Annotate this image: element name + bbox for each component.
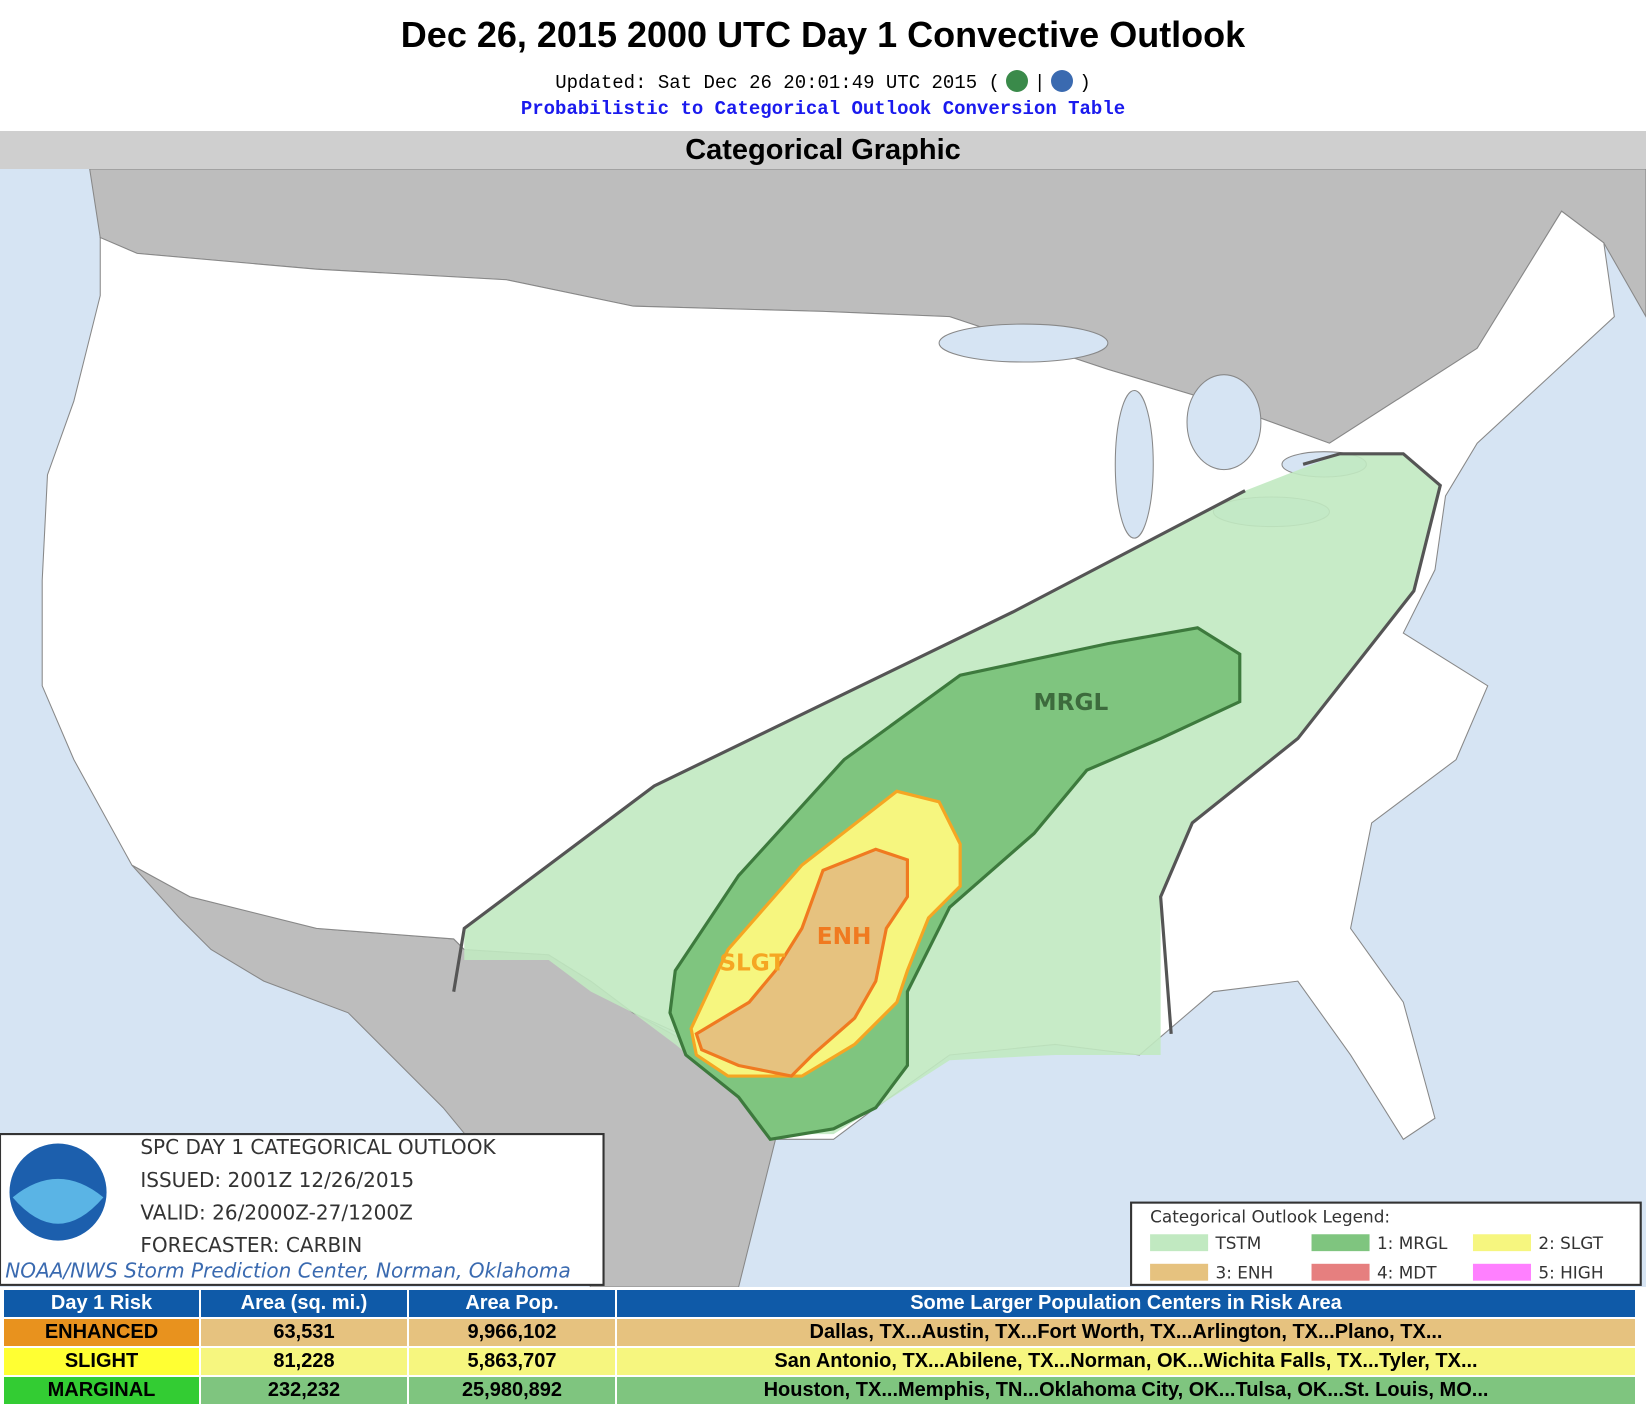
info-line: SPC DAY 1 CATEGORICAL OUTLOOK [140, 1135, 496, 1159]
table-row: SLIGHT 81,228 5,863,707 San Antonio, TX...A… [2, 1346, 1637, 1377]
table-cell: 5,863,707 [407, 1346, 617, 1377]
paren: ( [988, 72, 1000, 94]
table-cell: ENHANCED [2, 1317, 201, 1348]
table-cell: MARGINAL [2, 1375, 201, 1406]
legend-swatch [1311, 1263, 1370, 1281]
map: MRGL SLGT ENH SPC DAY 1 CATEGORICAL OUTL… [0, 169, 1646, 1287]
table-cell: Houston, TX...Memphis, TN...Oklahoma Cit… [615, 1375, 1637, 1406]
header-cell: Day 1 Risk [2, 1288, 201, 1319]
info-line: VALID: 26/2000Z-27/1200Z [140, 1201, 413, 1225]
table-cell: San Antonio, TX...Abilene, TX...Norman, … [615, 1346, 1637, 1377]
legend-swatch [1472, 1263, 1531, 1281]
info-line: FORECASTER: CARBIN [140, 1233, 362, 1257]
risk-label: ENH [817, 923, 872, 950]
legend-label: 1: MRGL [1377, 1233, 1448, 1253]
updated-line: Updated: Sat Dec 26 20:01:49 UTC 2015 ( |… [0, 70, 1646, 94]
table-row: ENHANCED 63,531 9,966,102 Dallas, TX...Aust… [2, 1317, 1637, 1348]
legend-label: 5: HIGH [1538, 1263, 1603, 1283]
table-row: MARGINAL 232,232 25,980,892 Houston, TX...M… [2, 1375, 1637, 1406]
noaa-logo-wave [12, 1178, 104, 1224]
section-heading: Categorical Graphic [0, 131, 1646, 169]
header-cell: Area Pop. [407, 1288, 617, 1319]
updated: Updated: Sat Dec 26 20:01:49 UTC 2015 [555, 72, 978, 94]
legend-label: 3: ENH [1216, 1263, 1274, 1283]
risk-label: MRGL [1034, 689, 1109, 716]
credit: NOAA/NWS Storm Prediction Center, Norman… [5, 1259, 570, 1283]
enh-area [694, 847, 909, 1078]
table-cell: 232,232 [199, 1375, 409, 1406]
legend-swatch [1150, 1234, 1209, 1252]
legend-label: 2: SLGT [1538, 1233, 1603, 1253]
info-line: ISSUED: 2001Z 12/26/2015 [140, 1168, 414, 1192]
table-cell: 9,966,102 [407, 1317, 617, 1348]
legend-title: Categorical Outlook Legend: [1150, 1207, 1390, 1227]
header-cell: Some Larger Population Centers in Risk A… [615, 1288, 1637, 1319]
table-cell: 63,531 [199, 1317, 409, 1348]
risk-table: Day 1 Risk Area (sq. mi.) Area Pop. Some La… [2, 1288, 1637, 1406]
kml-icon[interactable] [1005, 70, 1028, 92]
title: Dec 26, 2015 2000 UTC Day 1 Convective O… [400, 14, 1246, 55]
paren: ) [1079, 72, 1091, 94]
table-header: Day 1 Risk Area (sq. mi.) Area Pop. Some La… [2, 1288, 1637, 1319]
tstm-line [1159, 452, 1443, 1034]
legend-swatch [1472, 1234, 1531, 1252]
separator: | [1033, 72, 1046, 94]
legend-label: 4: MDT [1377, 1263, 1437, 1283]
tstm-line [452, 489, 1246, 992]
table-cell: 25,980,892 [407, 1375, 617, 1406]
table-cell: SLIGHT [2, 1346, 201, 1377]
legend-box [1130, 1201, 1642, 1286]
shapefile-icon[interactable] [1051, 70, 1074, 92]
risk-label: SLGT [719, 950, 785, 977]
legend-label: TSTM [1215, 1233, 1262, 1253]
table-cell: 81,228 [199, 1346, 409, 1377]
conversion-link[interactable]: Probabilistic to Categorical Outlook Con… [520, 98, 1126, 120]
table-cell: Dallas, TX...Austin, TX...Fort Worth, TX… [615, 1317, 1637, 1348]
legend-swatch [1150, 1263, 1209, 1281]
legend-swatch [1311, 1234, 1370, 1252]
header-cell: Area (sq. mi.) [199, 1288, 409, 1319]
